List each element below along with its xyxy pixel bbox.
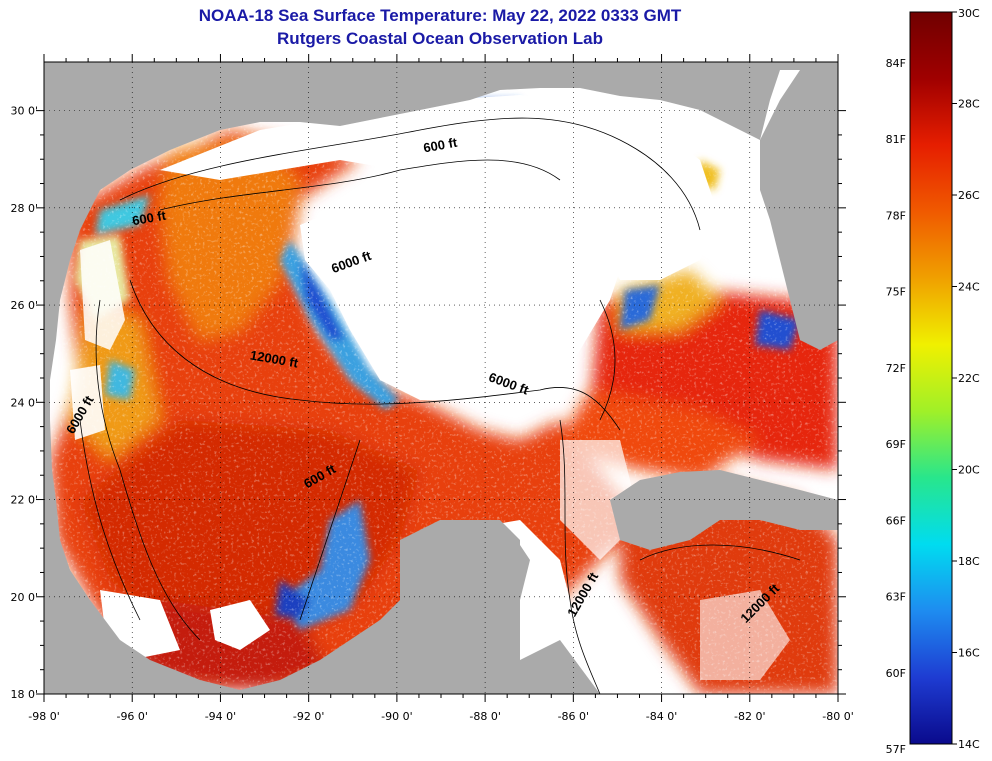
contour-12000ft-channel <box>559 419 601 694</box>
fahrenheit-label: 81F <box>886 133 906 146</box>
x-tick-label: -80 0' <box>822 710 854 723</box>
fahrenheit-label: 78F <box>886 209 906 222</box>
contour-6000ft-west <box>95 299 201 641</box>
contour-12000ft-caribbean <box>639 544 801 561</box>
x-tick-label: -98 0' <box>28 710 60 723</box>
fahrenheit-label: 75F <box>886 286 906 299</box>
fahrenheit-scale: 84F 81F 78F 75F 72F 69F 66F 63F 60F 57F <box>886 57 906 756</box>
x-tick-label: -94 0' <box>205 710 237 723</box>
us-mainland <box>44 62 838 500</box>
y-tick-label: 28 0' <box>10 202 38 215</box>
fahrenheit-label: 60F <box>886 667 906 680</box>
fahrenheit-label: 66F <box>886 514 906 527</box>
x-tick-label: -84 0' <box>646 710 678 723</box>
graticule <box>44 62 838 694</box>
contour-6000ft-east <box>599 299 616 421</box>
fahrenheit-label: 63F <box>886 591 906 604</box>
y-tick-label: 24 0' <box>10 396 38 409</box>
cuba <box>610 470 838 550</box>
contour-600ft-west <box>79 419 141 621</box>
x-tick-label: -82 0' <box>734 710 766 723</box>
celsius-label: 30C <box>958 7 980 20</box>
florida-peninsula <box>760 70 838 350</box>
celsius-label: 16C <box>958 647 980 660</box>
celsius-label: 18C <box>958 555 980 568</box>
x-tick-label: -90 0' <box>381 710 413 723</box>
mexico-mainland <box>44 500 520 694</box>
central-america <box>500 640 600 694</box>
celsius-label: 24C <box>958 281 980 294</box>
fahrenheit-label: 57F <box>886 743 906 756</box>
celsius-label: 28C <box>958 98 980 111</box>
contour-label: 600 ft <box>422 135 459 156</box>
yucatan-peninsula <box>400 520 530 694</box>
x-tick-label: -96 0' <box>116 710 148 723</box>
fahrenheit-label: 69F <box>886 438 906 451</box>
celsius-label: 26C <box>958 189 980 202</box>
contour-12000ft <box>129 279 621 431</box>
map-title: NOAA-18 Sea Surface Temperature: May 22,… <box>198 6 682 25</box>
celsius-scale: 30C 28C 26C 24C 22C 20C 18C 16C 14C <box>952 7 980 751</box>
contour-600ft-north <box>119 117 701 231</box>
temperature-colorbar: 84F 81F 78F 75F 72F 69F 66F 63F 60F 57F 30C 28C 26C… <box>886 7 980 756</box>
map-subtitle: Rutgers Coastal Ocean Observation Lab <box>277 29 603 48</box>
y-tick-label: 26 0' <box>10 299 38 312</box>
colorbar-gradient <box>909 11 953 745</box>
map-axes: -98 0' -96 0' -94 0' -92 0' -90 0' -88 0' -86 … <box>10 54 854 723</box>
celsius-label: 14C <box>958 738 980 751</box>
contour-6000ft-north <box>159 159 561 211</box>
x-tick-label: -86 0' <box>558 710 590 723</box>
fahrenheit-label: 84F <box>886 57 906 70</box>
y-tick-label: 18 0' <box>10 688 38 701</box>
contour-label: 600 ft <box>131 208 168 229</box>
celsius-label: 20C <box>958 464 980 477</box>
bathymetry-contours <box>79 117 801 694</box>
y-tick-label: 22 0' <box>10 494 38 507</box>
x-tick-label: -92 0' <box>293 710 325 723</box>
celsius-label: 22C <box>958 372 980 385</box>
x-tick-label: -88 0' <box>469 710 501 723</box>
y-tick-label: 30 0' <box>10 105 38 118</box>
fahrenheit-label: 72F <box>886 362 906 375</box>
contour-600ft-campeche <box>299 439 361 621</box>
y-tick-label: 20 0' <box>10 591 38 604</box>
land <box>44 62 838 694</box>
